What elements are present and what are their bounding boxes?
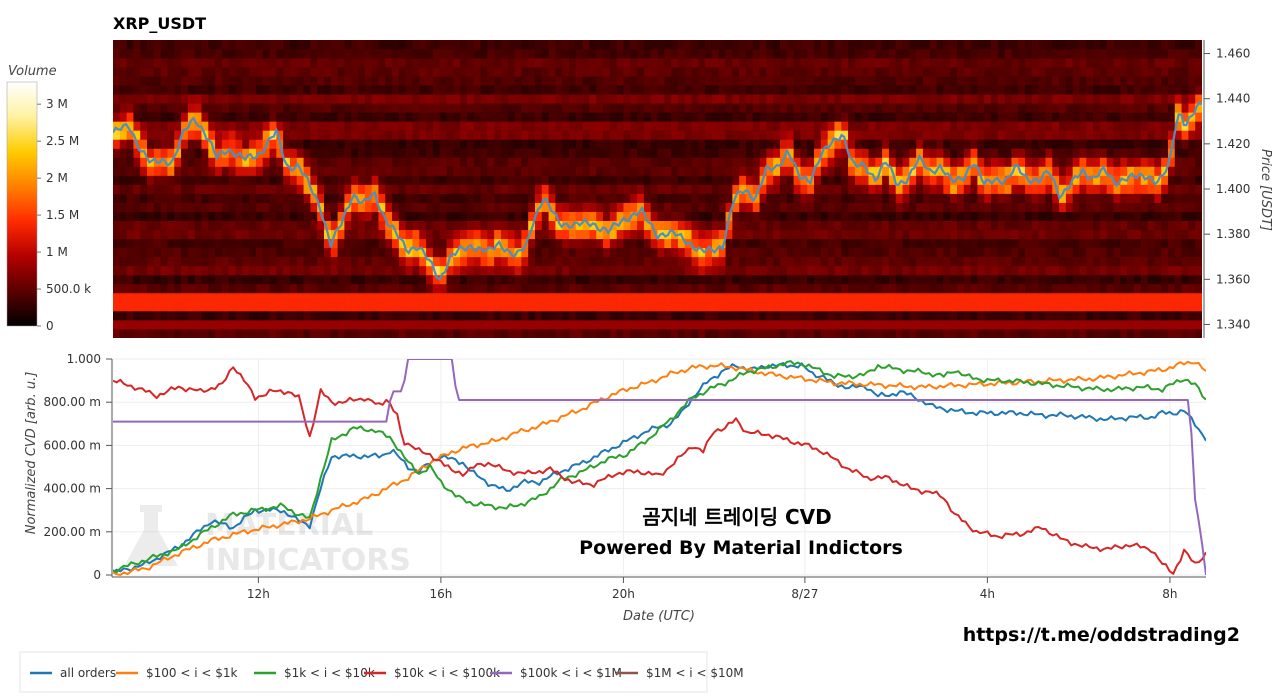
colorbar-tick-label: 500.0 k [46, 282, 91, 296]
colorbar-tick-label: 1.5 M [46, 208, 79, 222]
heatmap-y-tick-label: 1.360 [1216, 272, 1250, 286]
legend-label[interactable]: $1M < i < $10M [646, 666, 744, 680]
cvd-x-tick-label: 16h [429, 587, 452, 601]
legend: all orders $100 < i < $1k $1k < i < $10k $1… [20, 652, 744, 692]
colorbar-tick-label: 1 M [46, 245, 68, 259]
cvd-x-tick-label: 8h [1162, 587, 1177, 601]
colorbar-tick-label: 3 M [46, 97, 68, 111]
cvd-x-tick-label: 12h [247, 587, 270, 601]
heatmap-y-tick-label: 1.380 [1216, 227, 1250, 241]
colorbar-gradient [7, 82, 37, 326]
colorbar-tick-label: 0 [46, 319, 54, 333]
legend-label[interactable]: $100 < i < $1k [146, 666, 238, 680]
cvd-y-tick-label: 600.00 m [44, 438, 102, 452]
overlay-powered-by: Powered By Material Indictors [579, 537, 903, 559]
heatmap-y-tick-label: 1.400 [1216, 182, 1250, 196]
cvd-y-tick-label: 400.00 m [44, 482, 102, 496]
heatmap-y-axis-label: Price [USDT] [1258, 149, 1273, 231]
heatmap-y-tick-label: 1.440 [1216, 92, 1250, 106]
heatmap [113, 40, 1203, 338]
telegram-link[interactable]: https://t.me/oddstrading2 [963, 624, 1240, 646]
cvd-chart: MATERIAL INDICATORS 0 200.00 m 400.00 m 600… [24, 352, 1206, 624]
heatmap-y-tick-label: 1.420 [1216, 137, 1250, 151]
heatmap-title: XRP_USDT [113, 14, 206, 33]
watermark: MATERIAL INDICATORS [124, 505, 411, 578]
overlay-korean-title: 곰지네 트레이딩 CVD [642, 505, 831, 529]
legend-label[interactable]: all orders [60, 666, 116, 680]
cvd-y-tick-label: 800.00 m [44, 395, 102, 409]
heatmap-y-tick-label: 1.340 [1216, 317, 1250, 331]
legend-label[interactable]: $100k < i < $1M [520, 666, 622, 680]
heatmap-y-axis: 1.340 1.360 1.380 1.400 1.420 1.440 1.460 Pric… [1204, 40, 1273, 338]
cvd-y-axis-label: Normalized CVD [arb. u.] [24, 372, 39, 535]
colorbar-tick-label: 2 M [46, 171, 68, 185]
colorbar: Volume 0 500.0 k 1 M 1.5 M 2 M 2.5 M 3 M [7, 64, 91, 333]
cvd-x-axis-label: Date (UTC) [623, 609, 695, 624]
cvd-x-tick-label: 8/27 [791, 587, 818, 601]
watermark-line-2: INDICATORS [205, 543, 411, 578]
legend-label[interactable]: $1k < i < $10k [284, 666, 375, 680]
cvd-y-tick-label: 200.00 m [44, 525, 102, 539]
cvd-x-tick-label: 20h [612, 587, 635, 601]
colorbar-title: Volume [8, 64, 57, 79]
cvd-x-tick-label: 4h [980, 587, 995, 601]
colorbar-tick-label: 2.5 M [46, 134, 79, 148]
cvd-y-tick-label: 1.000 [67, 352, 101, 366]
legend-label[interactable]: $10k < i < $100k [394, 666, 500, 680]
heatmap-y-tick-label: 1.460 [1216, 47, 1250, 61]
cvd-y-tick-label: 0 [93, 568, 101, 582]
